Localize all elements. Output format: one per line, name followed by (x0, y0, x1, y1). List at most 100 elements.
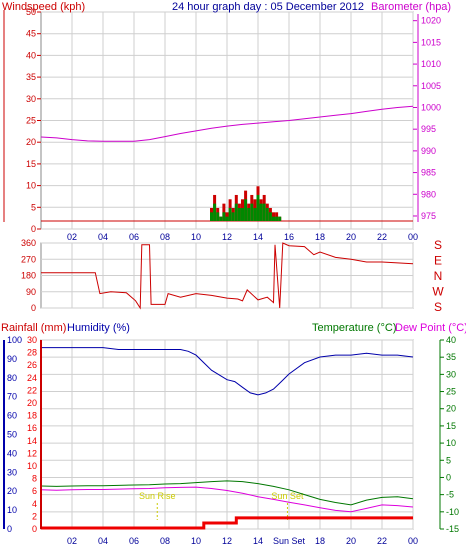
x-tick-label: 04 (98, 232, 108, 242)
x-tick-label: 00 (408, 536, 418, 546)
x-tick-label: 16 (284, 232, 294, 242)
sun-markers: Sun Rise Sun Set (139, 491, 304, 520)
humidity-tick-label: 40 (7, 448, 17, 458)
baro-axis-label: Barometer (hpa) (371, 1, 451, 13)
x-tick-label: 12 (222, 536, 232, 546)
rain-tick-label: 10 (27, 461, 37, 471)
wind-speed-bar (275, 216, 279, 221)
humidity-tick-label: 90 (7, 354, 17, 364)
temp-tick-label: 0 (446, 472, 451, 482)
wind-axis-label: Windspeed (kph) (2, 1, 85, 13)
wind-speed-bar (237, 207, 241, 221)
baro-tick-label: 1020 (421, 16, 441, 26)
rain-tick-label: 16 (27, 423, 37, 433)
x-tick-label: 02 (67, 232, 77, 242)
temp-tick-label: 5 (446, 455, 451, 465)
compass-label: W (432, 285, 444, 299)
compass-label: S (434, 238, 442, 252)
wind-speed-bar (262, 203, 266, 221)
baro-tick-label: 1000 (421, 102, 441, 112)
humidity-tick-label: 10 (7, 505, 17, 515)
baro-tick-label: 990 (421, 146, 436, 156)
dew-axis-label: Dew Point (°C) (395, 322, 466, 334)
temp-tick-label: 20 (446, 404, 456, 414)
x-tick-label: 06 (129, 536, 139, 546)
wind-speed-bar (244, 199, 248, 221)
x-tick-label: 18 (315, 232, 325, 242)
x-tick-label: 08 (160, 536, 170, 546)
x-tick-label: 18 (315, 536, 325, 546)
wind-tick-label: 45 (26, 29, 36, 39)
temp-tick-label: -10 (446, 507, 459, 517)
baro-tick-label: 985 (421, 168, 436, 178)
wind-speed-bar (268, 212, 272, 221)
sunrise-label: Sun Rise (139, 491, 176, 501)
x-tick-label: 08 (160, 232, 170, 242)
temperature-line (40, 480, 414, 506)
humidity-tick-label: 100 (7, 335, 22, 345)
x-tick-label: 04 (98, 536, 108, 546)
rain-tick-label: 20 (27, 398, 37, 408)
sunset-label: Sun Set (271, 491, 304, 501)
wind-speed-bar (228, 207, 232, 221)
wind-tick-label: 15 (26, 159, 36, 169)
wind-tick-label: 20 (26, 137, 36, 147)
wind-tick-label: 25 (26, 116, 36, 126)
dew-point-line (40, 486, 414, 513)
temp-axis-label: Temperature (°C) (312, 322, 396, 334)
x-tick-label: 10 (191, 232, 201, 242)
temp-hum-grid (41, 339, 414, 530)
x-tick-label: 22 (377, 232, 387, 242)
direction-tick-label: 270 (21, 254, 36, 264)
wind-speed-bar (259, 203, 263, 221)
direction-series (41, 242, 414, 310)
wind-speed-bar (231, 212, 235, 221)
humidity-tick-label: 20 (7, 486, 17, 496)
wind-speed-bar (272, 216, 275, 221)
temperature-y-axis: -15 -10 -5 0 5 10 15 20 25 30 35 40 (440, 335, 459, 534)
humidity-y-axis: 0 10 20 30 40 50 60 70 80 90 100 (7, 335, 22, 534)
wind-baro-x-axis: 02 04 06 08 10 12 14 16 18 20 22 00 (67, 232, 418, 242)
humidity-tick-label: 60 (7, 411, 17, 421)
humidity-tick-label: 30 (7, 467, 17, 477)
wind-speed-bar (265, 207, 269, 221)
temp-tick-label: 10 (446, 438, 456, 448)
humidity-tick-label: 70 (7, 392, 17, 402)
wind-speed-bar (225, 216, 229, 221)
baro-y-axis: 975 980 985 990 995 1000 1005 1010 1015 1020 (413, 14, 441, 222)
wind-y-axis: 0 5 10 15 20 25 30 35 40 45 50 (26, 7, 41, 234)
x-tick-label: 10 (191, 536, 201, 546)
baro-tick-label: 1010 (421, 59, 441, 69)
rain-tick-label: 0 (32, 524, 37, 534)
wind-speed-bar (213, 203, 217, 221)
wind-speed-bar (250, 203, 254, 221)
wind-speed-bar (278, 216, 282, 221)
direction-tick-label: 0 (31, 303, 36, 313)
rain-tick-label: 2 (32, 511, 37, 521)
rain-tick-label: 14 (27, 436, 37, 446)
rain-tick-label: 22 (27, 385, 37, 395)
x-tick-label: Sun Set (273, 536, 306, 546)
rain-tick-label: 18 (27, 411, 37, 421)
wind-speed-bar (241, 207, 244, 221)
x-tick-label: 22 (377, 536, 387, 546)
wind-tick-label: 30 (26, 94, 36, 104)
wind-speed-bar (210, 212, 213, 221)
baro-tick-label: 975 (421, 211, 436, 221)
compass-label: N (434, 269, 443, 283)
rain-tick-label: 28 (27, 348, 37, 358)
wind-speed-bar (234, 203, 238, 221)
baro-tick-label: 1015 (421, 37, 441, 47)
wind-tick-label: 10 (26, 181, 36, 191)
wind-speed-bar (216, 212, 220, 221)
x-tick-label: 00 (408, 232, 418, 242)
temp-tick-label: -15 (446, 524, 459, 534)
x-tick-label: 06 (129, 232, 139, 242)
chart-title: 24 hour graph day : 05 December 2012 (172, 1, 364, 13)
wind-speed-bar (219, 216, 223, 221)
